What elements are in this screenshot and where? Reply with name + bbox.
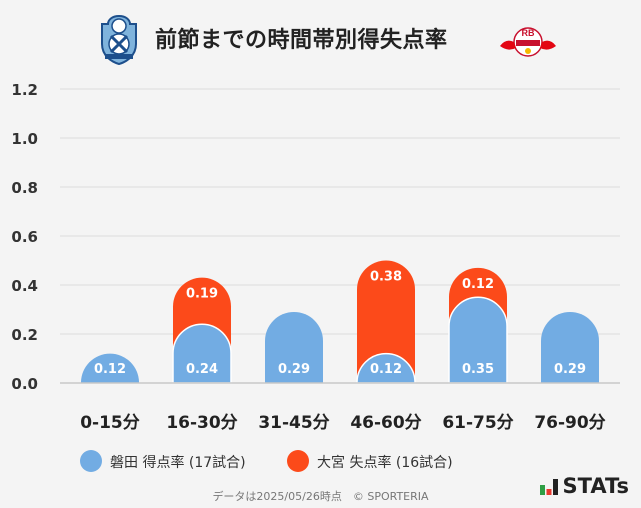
data-label: 0.29 — [278, 362, 310, 377]
rb-omiya-crest-icon: RB — [500, 27, 556, 57]
legend-away-swatch — [287, 450, 309, 472]
y-tick-label: 0.0 — [11, 375, 38, 393]
stats-brand: STATs — [539, 474, 629, 498]
x-category-label: 16-30分 — [166, 413, 237, 433]
home-bar — [541, 311, 599, 383]
y-tick-label: 1.2 — [11, 81, 38, 99]
home-bar — [81, 353, 139, 383]
legend-home-swatch — [80, 450, 102, 472]
footer-note: データは2025/05/26時点 © SPORTERIA — [212, 490, 429, 503]
y-tick-label: 0.6 — [11, 228, 38, 246]
legend-home-label: 磐田 得点率 (17試合) — [110, 455, 246, 471]
home-bar — [356, 352, 416, 384]
stats-brand-name: STATs — [562, 474, 629, 498]
data-label: 0.19 — [186, 287, 218, 302]
x-category-label: 0-15分 — [80, 413, 140, 433]
y-tick-label: 0.8 — [11, 179, 38, 197]
home-bar — [448, 296, 508, 384]
data-label: 0.12 — [94, 362, 126, 377]
data-label: 0.12 — [370, 362, 402, 377]
data-label: 0.29 — [554, 362, 586, 377]
y-tick-label: 0.4 — [11, 277, 38, 295]
data-label: 0.12 — [462, 277, 494, 292]
y-tick-label: 1.0 — [11, 130, 38, 148]
data-label: 0.35 — [462, 362, 494, 377]
chart-title: 前節までの時間帯別得失点率 — [155, 28, 448, 53]
x-category-label: 46-60分 — [350, 413, 421, 433]
away-bar — [357, 260, 415, 383]
rb-crest-text: RB — [522, 28, 535, 38]
home-bar — [265, 311, 323, 383]
home-bar — [172, 323, 232, 384]
stats-bars-icon — [539, 479, 558, 495]
jubilo-iwata-crest-icon — [101, 14, 137, 66]
bar-chart: 0.0 0.2 0.4 0.6 0.8 1.0 1.2 0.12 0-15分 0.24 0.19 16… — [11, 81, 620, 433]
data-label: 0.24 — [186, 362, 218, 377]
x-category-label: 31-45分 — [258, 413, 329, 433]
legend-away-label: 大宮 失点率 (16試合) — [317, 455, 453, 471]
x-category-label: 61-75分 — [442, 413, 513, 433]
data-label: 0.38 — [370, 270, 402, 285]
y-tick-label: 0.2 — [11, 326, 38, 344]
x-category-label: 76-90分 — [534, 413, 605, 433]
